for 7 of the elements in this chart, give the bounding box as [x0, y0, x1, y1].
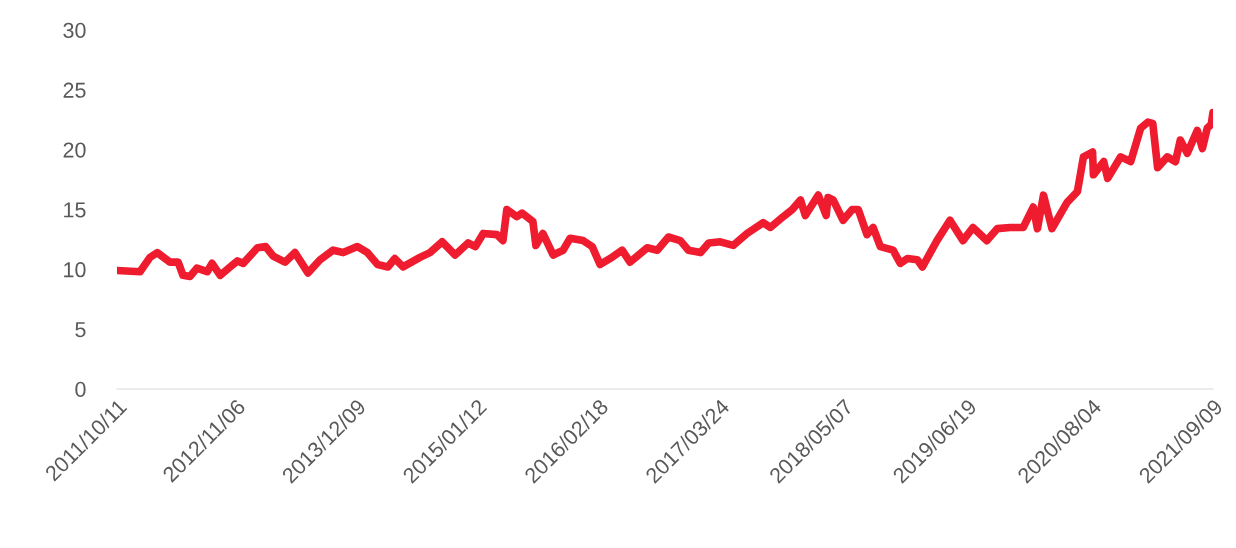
y-tick-label: 5: [75, 322, 86, 338]
y-tick-label: 25: [63, 82, 86, 98]
y-tick-label: 15: [64, 202, 86, 218]
y-tick-label: 30: [63, 22, 86, 39]
y-tick-label: 0: [75, 381, 86, 398]
y-tick-label: 20: [63, 142, 86, 158]
y-tick-label: 10: [64, 262, 86, 278]
